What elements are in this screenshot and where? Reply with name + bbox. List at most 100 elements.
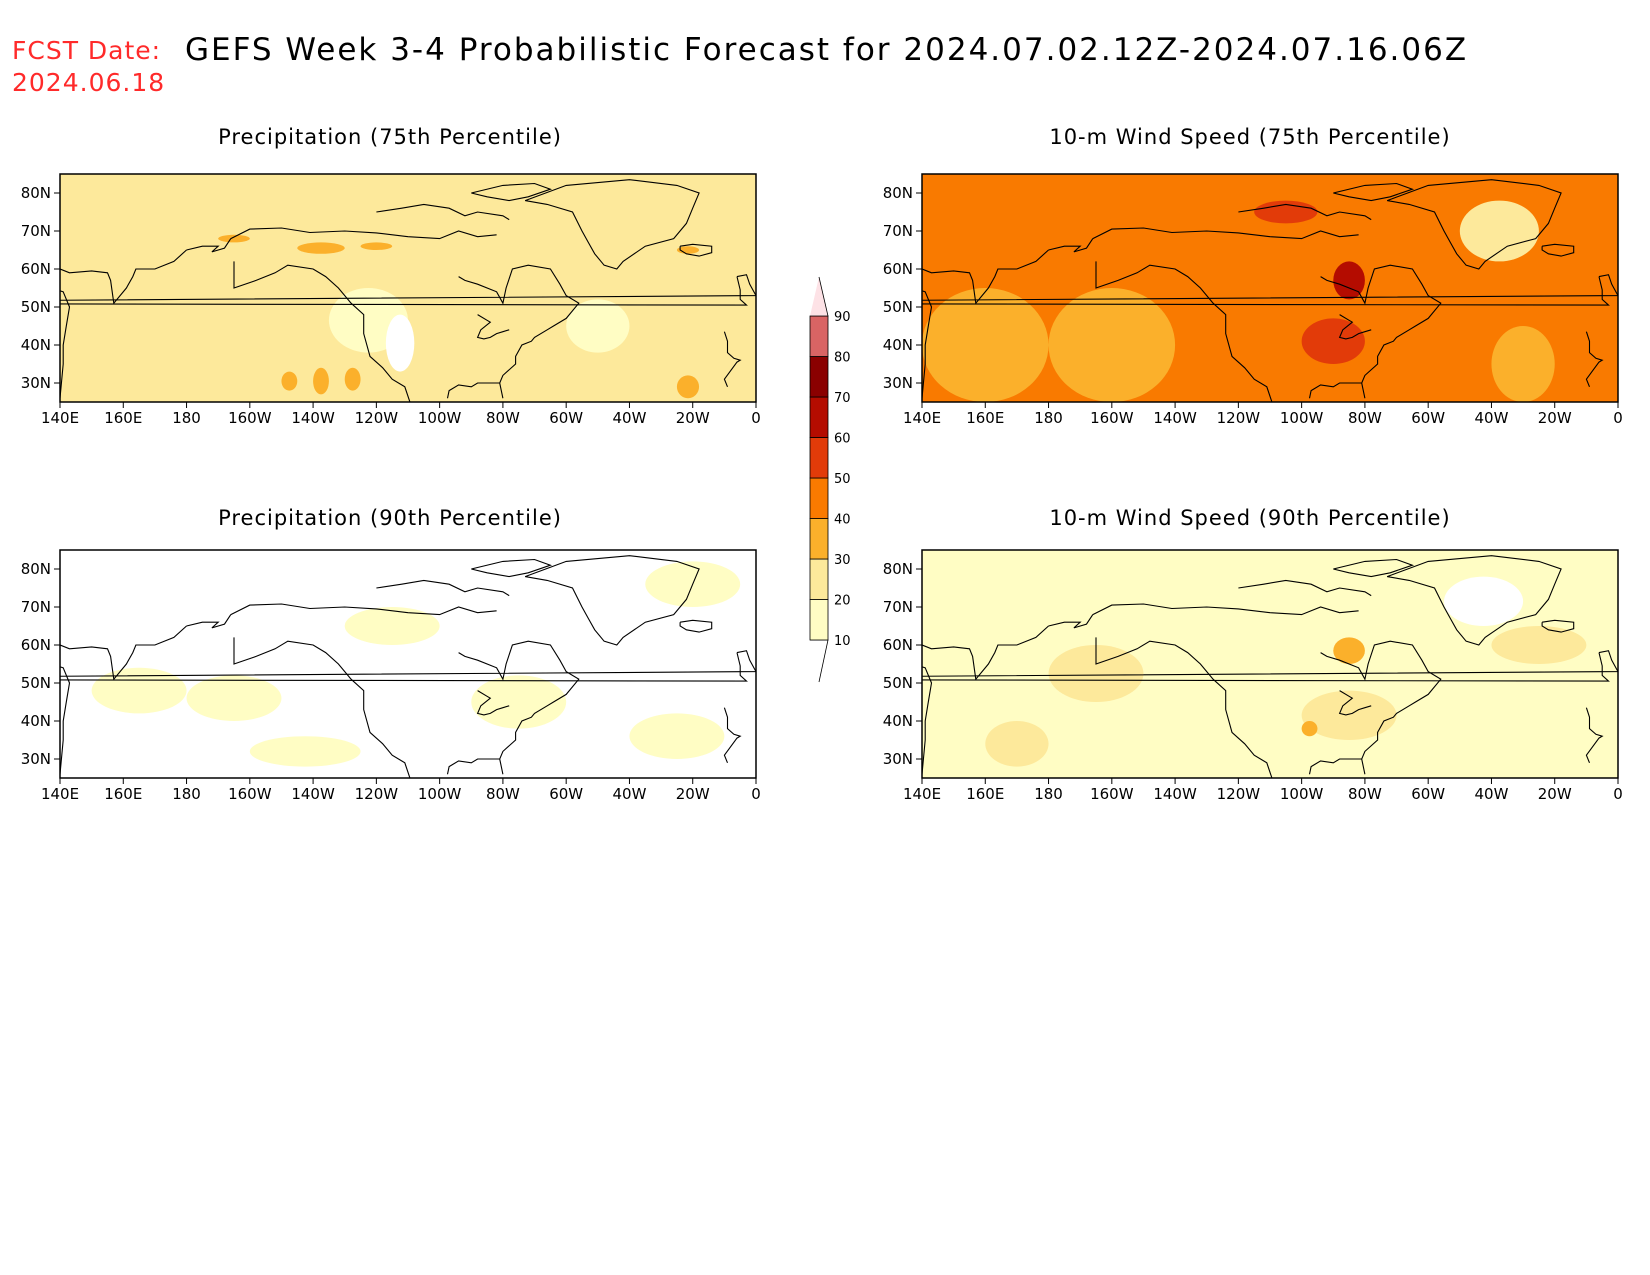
x-tick-label: 100W (418, 409, 462, 427)
map-panel-2: 140E 160E 180 160W 140W 120W 100W 80W 60W 40W 20W 0… (883, 173, 1623, 427)
coastline (1320, 264, 1442, 399)
field-region-7 (1444, 576, 1524, 626)
colorbar-bin (809, 518, 829, 560)
x-tick-label: 20W (1538, 785, 1572, 803)
y-tick-label: 60N (883, 260, 913, 278)
coastline (376, 579, 510, 597)
y-tick-label: 60N (21, 636, 51, 654)
x-tick-label: 0 (751, 409, 761, 427)
field-region-6 (344, 367, 361, 391)
coastline (60, 249, 187, 399)
field-region-2 (1048, 645, 1144, 702)
coastline (230, 603, 497, 616)
colorbar: 10 20 30 40 50 60 70 80 90 (809, 276, 851, 683)
x-tick-label: 60W (549, 785, 583, 803)
coastline (446, 382, 500, 399)
colorbar-label: 60 (834, 432, 851, 447)
coastline (1333, 182, 1415, 202)
y-tick-label: 70N (883, 598, 913, 616)
map-frame (59, 173, 757, 403)
panel-title-wind-75: 10-m Wind Speed (75th Percentile) (1049, 125, 1451, 149)
colorbar-label: 30 (834, 553, 851, 568)
x-tick-label: 40W (612, 409, 646, 427)
field-region-4 (344, 607, 440, 645)
x-tick-label: 100W (418, 785, 462, 803)
x-tick-label: 180 (172, 785, 201, 803)
y-tick-label: 60N (883, 636, 913, 654)
coastline (1541, 619, 1575, 633)
coastline (476, 314, 510, 340)
coastline (679, 619, 713, 633)
x-tick-label: 120W (355, 409, 399, 427)
coastline (1386, 555, 1562, 646)
x-tick-label: 160W (228, 785, 272, 803)
colorbar-bin (809, 599, 829, 641)
map-panel-3: 140E 160E 180 160W 140W 120W 100W 80W 60W 40W 20W 0… (21, 549, 761, 803)
x-tick-label: 20W (676, 409, 710, 427)
fcst-date-value: 2024.06.18 (12, 68, 166, 97)
x-tick-label: 120W (1217, 409, 1261, 427)
x-tick-label: 40W (1474, 785, 1508, 803)
x-tick-label: 0 (751, 785, 761, 803)
coastline (471, 558, 553, 578)
y-tick-label: 50N (883, 298, 913, 316)
coastline (679, 243, 713, 257)
x-tick-label: 100W (1280, 785, 1324, 803)
coastline (230, 227, 497, 240)
field-region-5 (1301, 318, 1365, 365)
colorbar-label: 50 (834, 472, 851, 487)
x-tick-label: 160E (966, 409, 1004, 427)
y-tick-label: 70N (883, 222, 913, 240)
colorbar-label: 10 (834, 634, 851, 649)
y-tick-label: 60N (21, 260, 51, 278)
field-region-5 (1333, 637, 1365, 664)
coastline (1092, 227, 1359, 240)
coastline (446, 758, 500, 775)
coastline (1308, 382, 1362, 399)
x-tick-label: 140W (291, 785, 335, 803)
y-tick-label: 50N (21, 298, 51, 316)
y-tick-label: 30N (21, 750, 51, 768)
x-tick-label: 160E (966, 785, 1004, 803)
x-tick-label: 180 (1034, 409, 1063, 427)
coastline (922, 650, 1618, 682)
fcst-date-label: FCST Date: (12, 36, 162, 65)
map-frame (59, 549, 757, 779)
x-tick-label: 160E (104, 409, 142, 427)
coastline (60, 650, 756, 682)
coastline (186, 238, 232, 253)
colorbar-bin (810, 276, 829, 317)
x-tick-label: 140E (41, 409, 79, 427)
x-tick-label: 80W (1348, 785, 1382, 803)
x-tick-label: 80W (486, 785, 520, 803)
map-panel-1: 140E 160E 180 160W 140W 120W 100W 80W 60W 40W 20W 0… (21, 173, 761, 427)
page-title: GEFS Week 3-4 Probabilistic Forecast for… (185, 32, 1469, 68)
coastline (60, 625, 187, 775)
field-region-2 (186, 675, 282, 721)
y-tick-label: 30N (883, 374, 913, 392)
x-tick-label: 60W (549, 409, 583, 427)
y-tick-label: 70N (21, 598, 51, 616)
x-tick-label: 20W (676, 785, 710, 803)
x-tick-label: 80W (1348, 409, 1382, 427)
y-tick-label: 30N (21, 374, 51, 392)
x-tick-label: 140E (903, 409, 941, 427)
colorbar-bin (810, 639, 829, 683)
base-field (60, 174, 756, 402)
field-region-10 (566, 299, 630, 353)
panel-title-precip-75: Precipitation (75th Percentile) (218, 125, 562, 149)
field-region-4 (281, 371, 298, 391)
coastline (922, 625, 1049, 775)
coastline (233, 637, 411, 778)
colorbar-label: 90 (834, 310, 851, 325)
field-region-1 (985, 721, 1049, 767)
y-tick-label: 50N (883, 674, 913, 692)
map-panel-4: 140E 160E 180 160W 140W 120W 100W 80W 60W 40W 20W 0… (883, 549, 1623, 803)
coastline (1238, 579, 1372, 597)
coastline (471, 182, 553, 202)
y-tick-label: 40N (21, 712, 51, 730)
colorbar-bin (809, 437, 829, 479)
field-region-3 (249, 736, 361, 767)
field-region-5 (313, 367, 329, 395)
